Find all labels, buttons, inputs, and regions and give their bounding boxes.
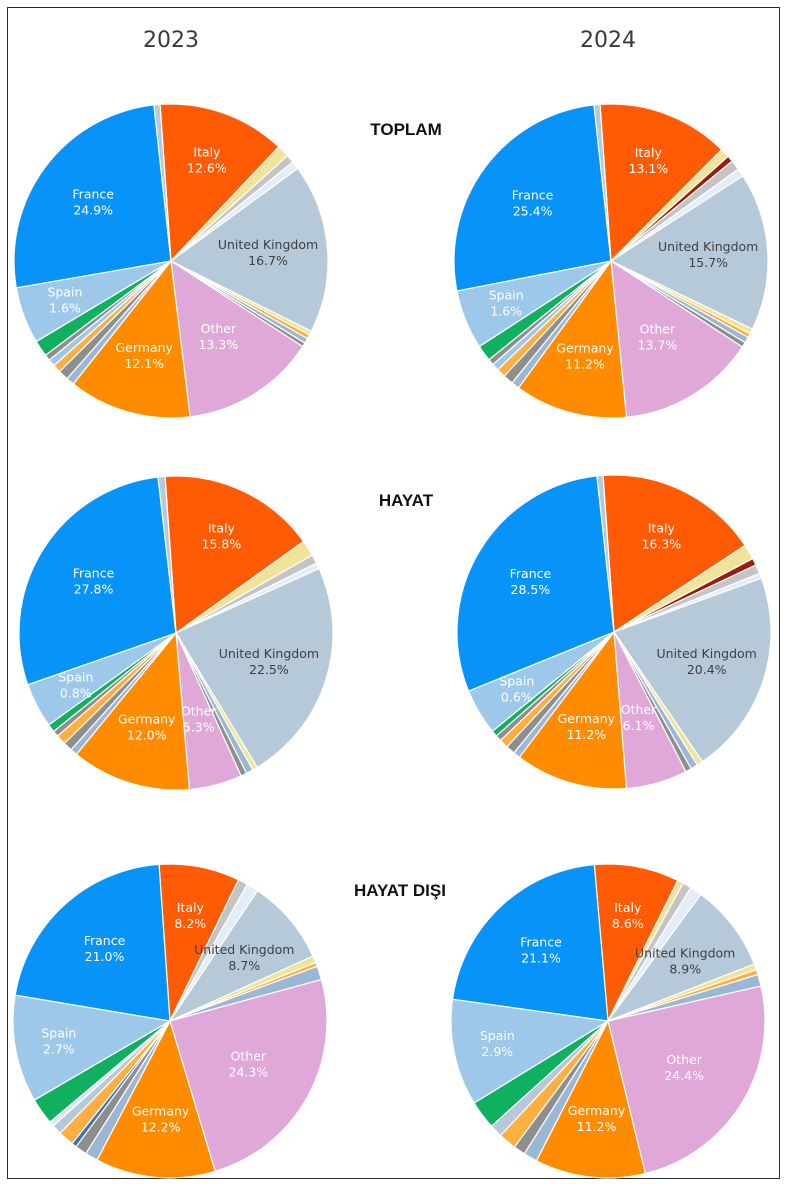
pie-slice-germany (517, 259, 628, 419)
pie-slice-italy (159, 103, 280, 263)
pie-chart-6: Italy 8.6% United Kingdom 8.9% Other 24.4% Ger… (450, 863, 766, 1179)
pie-slice-germany (75, 631, 191, 791)
pie-slice-france (18, 476, 177, 686)
data-label-spain: Spain 0.8% (58, 669, 93, 700)
pie-slice-italy (602, 474, 746, 634)
pie-slice-united-kingdom (606, 893, 756, 1023)
pie-slice-germany (96, 1019, 216, 1179)
pie-slice-italy (593, 863, 679, 1024)
pie-chart-3: Italy 15.8% United Kingdom 22.5%Other 5.3%Ge… (18, 475, 334, 791)
data-label-germany: Germany 11.2% (568, 1103, 626, 1134)
pie-slice-united-kingdom (169, 167, 329, 333)
data-label-spain: Spain 2.7% (41, 1025, 76, 1056)
data-label-germany: Germany 11.2% (558, 711, 616, 742)
pie-chart-4: Italy 16.3% United Kingdom 20.4%Other 6.1%Ge… (456, 474, 772, 790)
pie-slice-france (451, 863, 609, 1022)
data-label-italy: Italy 8.2% (174, 900, 206, 931)
data-label-spain: Spain 2.9% (480, 1028, 515, 1059)
data-label-france: France 25.4% (512, 187, 554, 218)
data-label-italy: Italy 16.3% (641, 520, 681, 551)
data-label-spain: Spain 1.6% (48, 284, 83, 315)
data-label-other: Other 24.3% (228, 1048, 268, 1079)
pie-slice-minor-18 (596, 474, 615, 633)
data-label-united-kingdom: United Kingdom 8.9% (635, 946, 735, 977)
data-label-germany: Germany 12.2% (132, 1104, 190, 1135)
data-label-other: Other 13.7% (638, 322, 678, 353)
data-label-france: France 27.8% (73, 565, 115, 596)
pie-slice-other (170, 259, 304, 418)
data-label-other: Other 6.1% (621, 702, 657, 733)
pie-slice-france (13, 104, 172, 289)
pie-slice-minor-17 (157, 475, 177, 634)
section-title-hayat: HAYAT (378, 491, 434, 510)
data-label-united-kingdom: United Kingdom 22.5% (219, 646, 319, 677)
data-label-italy: Italy 12.6% (187, 145, 227, 176)
section-title-toplam: TOPLAM (370, 120, 442, 139)
data-label-united-kingdom: United Kingdom 8.7% (194, 942, 294, 973)
data-label-other: Other 24.4% (664, 1052, 704, 1083)
pie-slice-france (453, 104, 612, 292)
pie-slice-united-kingdom (613, 577, 772, 763)
data-label-other: Other 5.3% (181, 704, 217, 735)
pie-slice-spain (12, 994, 172, 1101)
pie-slice-italy (599, 103, 723, 263)
pie-slice-minor-19 (153, 103, 172, 262)
pie-slice-other (169, 978, 328, 1173)
data-label-france: France 24.9% (72, 187, 114, 218)
data-label-italy: Italy 15.8% (202, 520, 242, 551)
data-label-united-kingdom: United Kingdom 20.4% (657, 646, 757, 677)
data-label-italy: Italy 8.6% (612, 900, 644, 931)
data-label-united-kingdom: United Kingdom 15.7% (658, 239, 758, 270)
pie-slice-italy (164, 475, 305, 635)
data-label-france: France 21.1% (520, 934, 562, 965)
pie-slice-united-kingdom (175, 567, 334, 769)
pie-slice-other (610, 259, 744, 418)
data-label-italy: Italy 13.1% (628, 145, 668, 176)
data-label-other: Other 13.3% (199, 321, 239, 352)
section-title-hayat-disi: HAYAT DIŞI (354, 881, 446, 900)
data-label-spain: Spain 0.6% (499, 674, 534, 705)
data-label-germany: Germany 12.0% (118, 712, 176, 743)
year-header-2023: 2023 (143, 28, 199, 53)
pie-chart-1: Italy 12.6% United Kingdom 16.7% Other 13.3% G… (13, 103, 329, 419)
pie-slice-minor-20 (593, 103, 612, 262)
data-label-united-kingdom: United Kingdom 16.7% (218, 237, 318, 268)
data-label-spain: Spain 1.6% (489, 287, 524, 318)
pie-slice-united-kingdom (609, 175, 769, 331)
pie-slice-france (456, 475, 615, 692)
pie-chart-2: Italy 13.1% United Kingdom 15.7% Other 13.7% G… (453, 103, 769, 419)
pie-slice-spain (450, 998, 610, 1104)
pie-slice-germany (518, 630, 628, 790)
data-label-france: France 28.5% (510, 566, 552, 597)
pie-slice-france (14, 863, 171, 1022)
data-label-germany: Germany 11.2% (556, 340, 614, 371)
pie-slice-germany (72, 259, 191, 419)
year-header-2024: 2024 (580, 28, 636, 53)
data-label-germany: Germany 12.1% (115, 340, 173, 371)
pie-slice-united-kingdom (168, 889, 314, 1023)
pie-slice-other (607, 985, 766, 1175)
pie-slice-germany (535, 1019, 647, 1179)
pie-chart-5: Italy 8.2% United Kingdom 8.7% Other 24.3% Ger… (12, 863, 328, 1179)
data-label-france: France 21.0% (84, 933, 126, 964)
